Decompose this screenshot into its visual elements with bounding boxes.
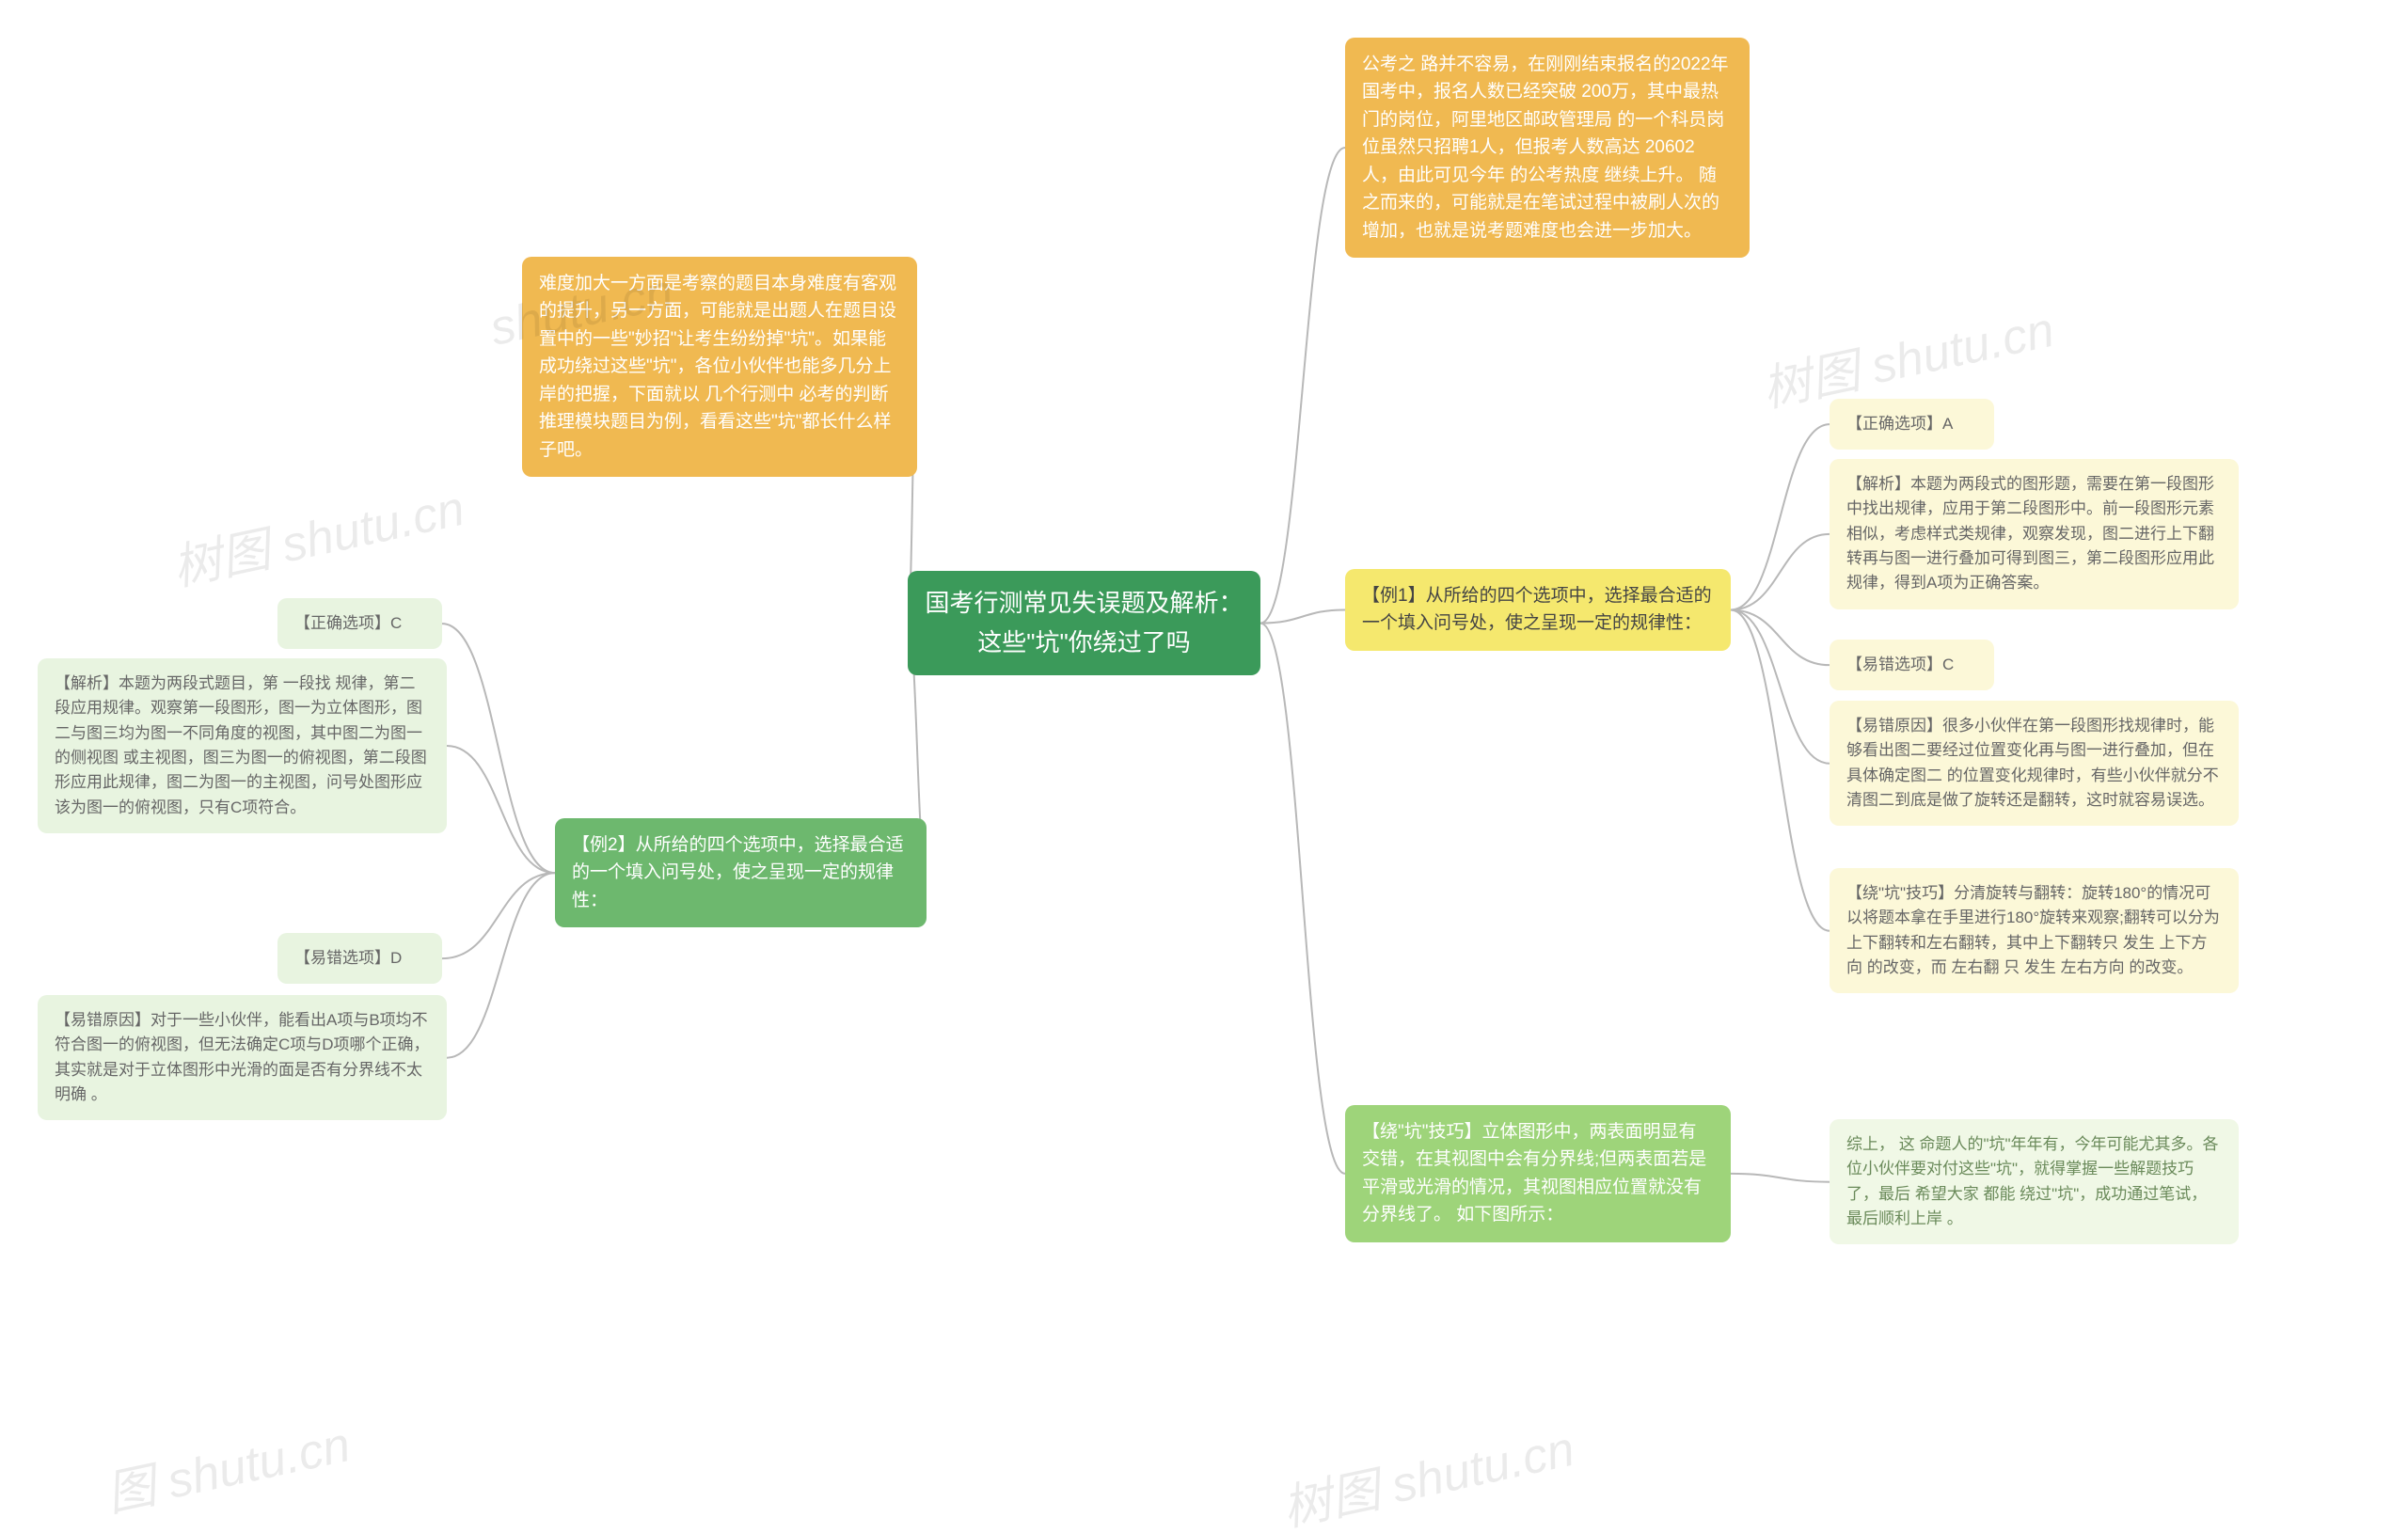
example2-analysis-node: 【解析】本题为两段式题目，第 一段找 规律，第二段应用规律。观察第一段图形，图一… xyxy=(38,658,447,833)
example1-node: 【例1】从所给的四个选项中，选择最合适的一个填入问号处，使之呈现一定的规律性： xyxy=(1345,569,1731,651)
example1-answer-node: 【正确选项】A xyxy=(1830,399,1994,450)
intro-context-node: 公考之 路并不容易，在刚刚结束报名的2022年国考中，报名人数已经突破 200万… xyxy=(1345,38,1750,258)
watermark: 树图 shutu.cn xyxy=(1275,1409,1580,1533)
summary-node: 综上， 这 命题人的"坑"年年有，今年可能尤其多。各位小伙伴要对付这些"坑"，就… xyxy=(1830,1119,2239,1244)
difficulty-intro-node: 难度加大一方面是考察的题目本身难度有客观的提升，另一方面，可能就是出题人在题目设… xyxy=(522,257,917,477)
example1-tip-node: 【绕"坑"技巧】分清旋转与翻转：旋转180°的情况可以将题本拿在手里进行180°… xyxy=(1830,868,2239,993)
root-node: 国考行测常见失误题及解析：这些"坑"你绕过了吗 xyxy=(908,571,1260,675)
example1-reason-node: 【易错原因】很多小伙伴在第一段图形找规律时，能够看出图二要经过位置变化再与图一进… xyxy=(1830,701,2239,826)
example1-analysis-node: 【解析】本题为两段式的图形题，需要在第一段图形中找出规律，应用于第二段图形中。前… xyxy=(1830,459,2239,609)
example2-answer-node: 【正确选项】C xyxy=(277,598,442,649)
example1-wrong-node: 【易错选项】C xyxy=(1830,640,1994,690)
example2-node: 【例2】从所给的四个选项中，选择最合适的一个填入问号处，使之呈现一定的规律性： xyxy=(555,818,927,927)
example2-reason-node: 【易错原因】对于一些小伙伴，能看出A项与B项均不符合图一的俯视图，但无法确定C项… xyxy=(38,995,447,1120)
tip-node: 【绕"坑"技巧】立体图形中，两表面明显有交错，在其视图中会有分界线;但两表面若是… xyxy=(1345,1105,1731,1242)
watermark: 图 shutu.cn xyxy=(99,1404,356,1525)
example2-wrong-node: 【易错选项】D xyxy=(277,933,442,984)
watermark: 树图 shutu.cn xyxy=(166,468,470,599)
